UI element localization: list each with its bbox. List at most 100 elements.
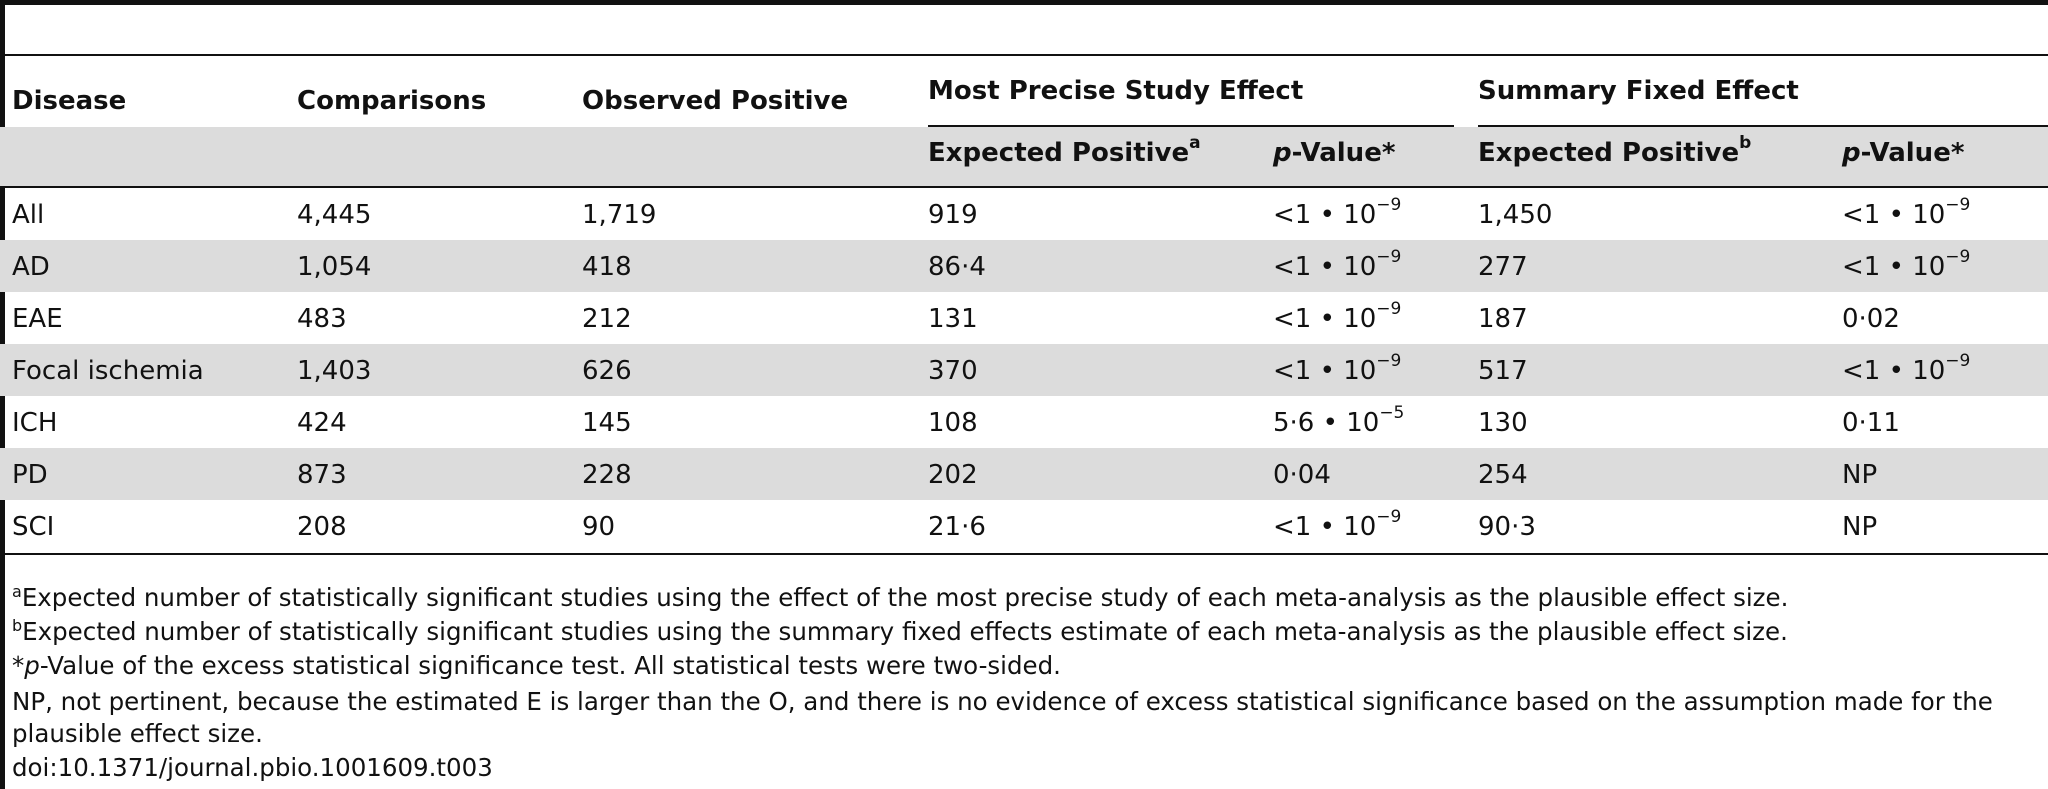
cell-p-value-2-value: <1 • 10 [1842, 356, 1946, 386]
p-italic: p [1273, 138, 1292, 168]
cell-p-value-2: <1 • 10−9 [1842, 197, 1970, 230]
header-observed-positive: Observed Positive [582, 86, 849, 116]
cell-comparisons: 873 [297, 460, 347, 490]
cell-p-value-1-value: <1 • 10 [1273, 356, 1377, 386]
cell-observed-positive-value: 145 [582, 408, 632, 438]
cell-p-value-1: <1 • 10−9 [1273, 301, 1401, 334]
cell-disease: Focal ischemia [12, 356, 204, 386]
cell-expected-positive-a: 86·4 [928, 252, 986, 282]
cell-p-value-2: <1 • 10−9 [1842, 249, 1970, 282]
cell-p-value-1-exponent: −5 [1379, 403, 1405, 424]
table-row [0, 240, 2048, 292]
footnote-np-line1: NP, not pertinent, because the estimated… [12, 687, 1993, 716]
footnote-mark-a: a [1189, 133, 1201, 154]
subheader-band [0, 127, 2048, 187]
cell-expected-positive-b-value: 130 [1478, 408, 1528, 438]
cell-expected-positive-a-value: 21·6 [928, 512, 986, 542]
cell-expected-positive-b-value: 90·3 [1478, 512, 1536, 542]
cell-expected-positive-a-value: 108 [928, 408, 978, 438]
cell-disease: PD [12, 460, 48, 490]
cell-expected-positive-a-value: 370 [928, 356, 978, 386]
footnote-star: *p-Value of the excess statistical signi… [12, 650, 1061, 682]
cell-comparisons-value: 1,403 [297, 356, 372, 386]
cell-p-value-1: <1 • 10−9 [1273, 509, 1401, 542]
cell-observed-positive: 1,719 [582, 200, 656, 230]
cell-p-value-1-exponent: −9 [1376, 351, 1402, 372]
cell-disease-value: Focal ischemia [12, 356, 204, 386]
cell-expected-positive-a: 919 [928, 200, 978, 230]
cell-comparisons-value: 4,445 [297, 200, 372, 230]
cell-observed-positive-value: 212 [582, 304, 632, 334]
cell-p-value-1-value: 5·6 • 10 [1273, 408, 1380, 438]
cell-p-value-2-exponent: −9 [1945, 351, 1971, 372]
cell-disease-value: SCI [12, 512, 55, 542]
footnote-a: aExpected number of statistically signif… [12, 582, 1788, 614]
cell-p-value-1-exponent: −9 [1376, 247, 1402, 268]
footnote-star-text: -Value of the excess statistical signifi… [39, 651, 1061, 680]
table-top-rule [0, 54, 2048, 56]
cell-p-value-1-exponent: −9 [1376, 299, 1402, 320]
cell-p-value-1-value: <1 • 10 [1273, 512, 1377, 542]
cell-p-value-1-exponent: −9 [1376, 195, 1402, 216]
expected-positive-a-label: Expected Positive [928, 138, 1190, 168]
cell-observed-positive: 212 [582, 304, 632, 334]
cell-observed-positive-value: 418 [582, 252, 632, 282]
cell-p-value-2: NP [1842, 512, 1877, 542]
cell-p-value-1: <1 • 10−9 [1273, 353, 1401, 386]
cell-expected-positive-a: 370 [928, 356, 978, 386]
group-header-summary-fixed: Summary Fixed Effect [1478, 76, 1799, 106]
cell-p-value-1-value: <1 • 10 [1273, 304, 1377, 334]
cell-disease: EAE [12, 304, 63, 334]
group-header-most-precise: Most Precise Study Effect [928, 76, 1304, 106]
doi-line: doi:10.1371/journal.pbio.1001609.t003 [12, 753, 493, 782]
cell-comparisons: 208 [297, 512, 347, 542]
cell-p-value-2: 0·11 [1842, 408, 1900, 438]
cell-p-value-1: <1 • 10−9 [1273, 197, 1401, 230]
cell-p-value-2-value: NP [1842, 512, 1878, 542]
cell-comparisons: 424 [297, 408, 347, 438]
expected-positive-b-label: Expected Positive [1478, 138, 1740, 168]
cell-disease: SCI [12, 512, 54, 542]
cell-comparisons-value: 873 [297, 460, 347, 490]
p-value-label: -Value* [1860, 138, 1965, 168]
cell-p-value-2-value: 0·02 [1842, 304, 1900, 334]
cell-observed-positive: 228 [582, 460, 632, 490]
header-p-value-2: p-Value* [1842, 138, 1964, 168]
cell-p-value-1: 5·6 • 10−5 [1273, 405, 1404, 438]
cell-observed-positive: 626 [582, 356, 632, 386]
cell-expected-positive-b-value: 187 [1478, 304, 1528, 334]
cell-observed-positive: 145 [582, 408, 632, 438]
cell-p-value-1-value: <1 • 10 [1273, 200, 1377, 230]
cell-observed-positive-value: 90 [582, 512, 616, 542]
cell-comparisons-value: 1,054 [297, 252, 372, 282]
cell-disease-value: All [12, 200, 45, 230]
table-row [0, 448, 2048, 500]
cell-observed-positive-value: 1,719 [582, 200, 657, 230]
cell-disease-value: AD [12, 252, 50, 282]
footnote-star-p: p [24, 651, 40, 680]
cell-p-value-2: <1 • 10−9 [1842, 353, 1970, 386]
cell-expected-positive-a-value: 919 [928, 200, 978, 230]
cell-expected-positive-b-value: 1,450 [1478, 200, 1553, 230]
cell-expected-positive-b: 187 [1478, 304, 1528, 334]
cell-p-value-1-value: <1 • 10 [1273, 252, 1377, 282]
cell-disease: AD [12, 252, 50, 282]
cell-p-value-1-exponent: −9 [1376, 507, 1402, 528]
most-precise-group-rule [928, 125, 1454, 127]
footnote-b-text: Expected number of statistically signifi… [22, 617, 1788, 646]
cell-disease-value: PD [12, 460, 48, 490]
cell-expected-positive-a-value: 86·4 [928, 252, 986, 282]
cell-comparisons-value: 483 [297, 304, 347, 334]
cell-expected-positive-b: 130 [1478, 408, 1528, 438]
table-row [0, 344, 2048, 396]
cell-p-value-2-value: 0·11 [1842, 408, 1900, 438]
cell-comparisons: 4,445 [297, 200, 371, 230]
header-disease: Disease [12, 86, 127, 116]
cell-disease: All [12, 200, 44, 230]
cell-p-value-2-exponent: −9 [1945, 195, 1971, 216]
cell-comparisons-value: 208 [297, 512, 347, 542]
cell-expected-positive-a: 21·6 [928, 512, 986, 542]
header-p-value-1: p-Value* [1273, 138, 1395, 168]
cell-disease-value: EAE [12, 304, 63, 334]
cell-comparisons: 1,403 [297, 356, 371, 386]
